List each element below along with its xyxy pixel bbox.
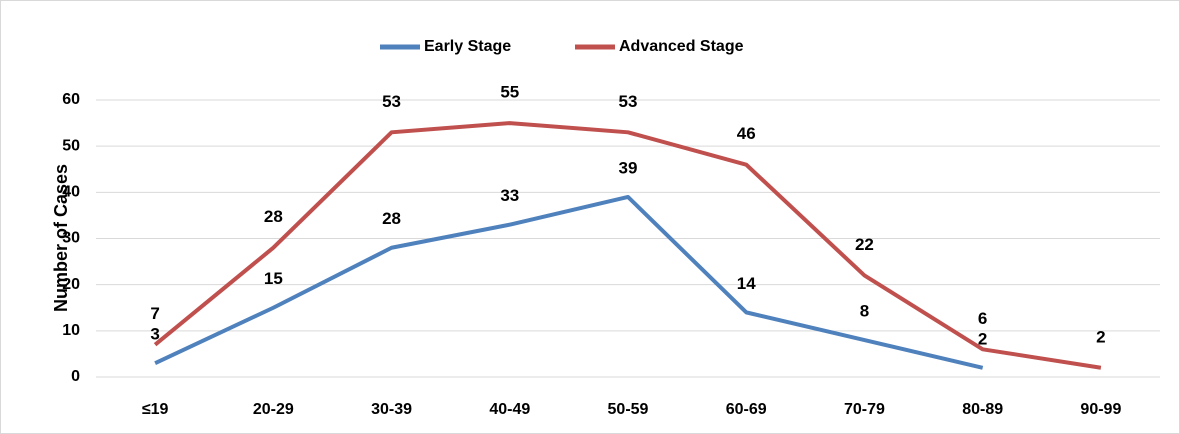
y-tick-label: 50 xyxy=(62,137,80,154)
data-label: 2 xyxy=(978,329,987,348)
data-label: 46 xyxy=(737,124,756,143)
data-label: 15 xyxy=(264,269,283,288)
y-tick-label: 30 xyxy=(62,230,80,247)
x-tick-label: 50-59 xyxy=(608,401,649,418)
y-tick-label: 10 xyxy=(62,322,80,339)
data-label: 6 xyxy=(978,309,987,328)
data-label: 28 xyxy=(382,209,401,228)
data-label: 7 xyxy=(150,304,159,323)
data-label: 39 xyxy=(619,158,638,177)
x-tick-label: 20-29 xyxy=(253,401,294,418)
data-label: 53 xyxy=(382,92,401,111)
data-label: 14 xyxy=(737,274,756,293)
legend-label: Early Stage xyxy=(424,38,511,55)
data-label: 28 xyxy=(264,207,283,226)
x-tick-label: 90-99 xyxy=(1080,401,1121,418)
data-label: 3 xyxy=(150,325,159,344)
x-tick-label: 40-49 xyxy=(489,401,530,418)
x-tick-label: 60-69 xyxy=(726,401,767,418)
line xyxy=(153,121,1102,370)
x-tick-label: 80-89 xyxy=(962,401,1003,418)
y-tick-label: 40 xyxy=(62,184,80,201)
y-axis-title: Number of Cases xyxy=(51,164,71,312)
x-tick-label: ≤19 xyxy=(142,401,169,418)
data-label: 8 xyxy=(860,302,869,321)
data-label: 55 xyxy=(500,83,519,102)
x-tick-label: 70-79 xyxy=(844,401,885,418)
y-tick-label: 60 xyxy=(62,91,80,108)
data-label: 2 xyxy=(1096,327,1105,346)
legend-label: Advanced Stage xyxy=(619,38,744,55)
line xyxy=(154,194,984,370)
y-tick-label: 0 xyxy=(71,368,80,385)
x-tick-label: 30-39 xyxy=(371,401,412,418)
data-label: 53 xyxy=(619,92,638,111)
data-label: 33 xyxy=(500,186,519,205)
y-tick-label: 20 xyxy=(62,276,80,293)
data-label: 22 xyxy=(855,235,874,254)
